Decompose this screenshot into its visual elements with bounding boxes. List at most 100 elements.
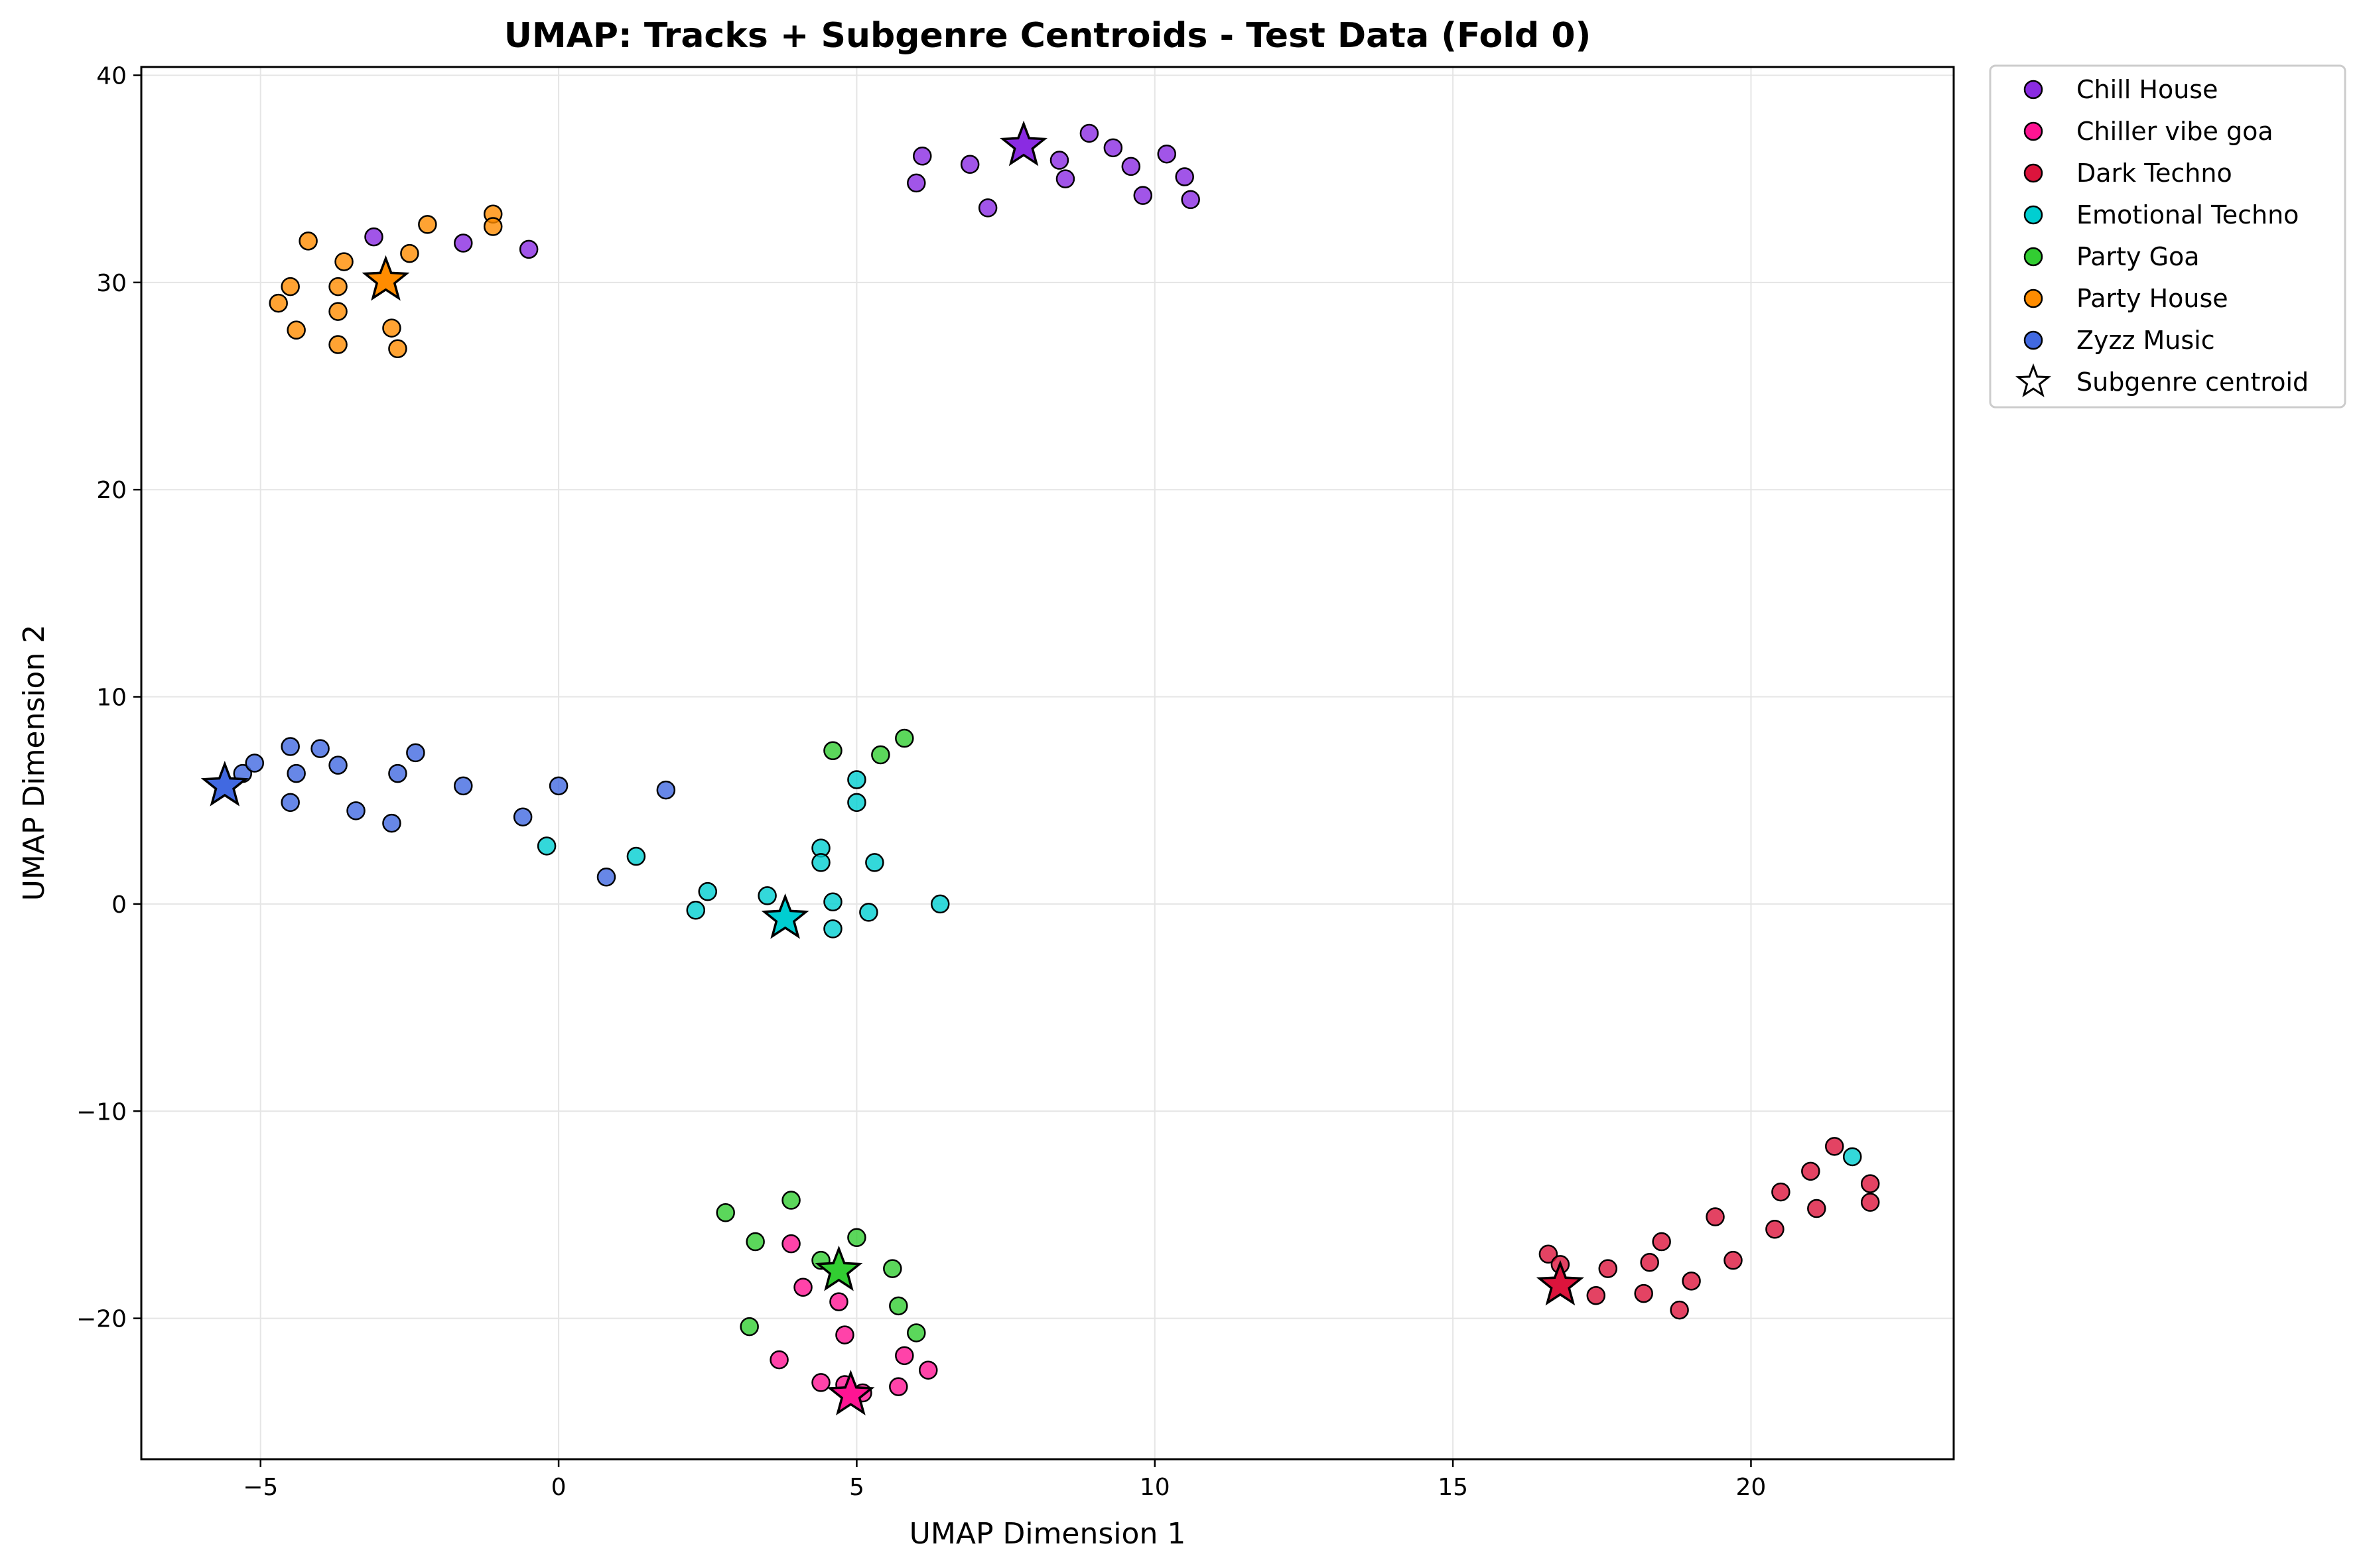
- data-point: [454, 233, 473, 253]
- data-point: [287, 763, 306, 783]
- data-point: [1801, 1161, 1820, 1181]
- data-point: [1049, 151, 1069, 170]
- data-point: [865, 853, 884, 872]
- data-point: [1640, 1253, 1659, 1272]
- data-point: [1175, 167, 1194, 186]
- data-point: [1079, 123, 1099, 143]
- data-point: [907, 173, 926, 193]
- data-point: [513, 807, 533, 826]
- data-point: [1538, 1244, 1558, 1264]
- data-point: [793, 1277, 813, 1297]
- data-point: [811, 853, 831, 872]
- data-point: [328, 335, 348, 354]
- data-point: [811, 1373, 831, 1392]
- legend-entry: Party Goa: [2076, 242, 2200, 271]
- data-point: [596, 868, 616, 887]
- centroid-star: [1536, 1260, 1584, 1306]
- y-tick-label: 10: [96, 685, 127, 712]
- data-point: [1807, 1199, 1826, 1218]
- x-tick-label: 10: [1140, 1474, 1170, 1501]
- data-point: [483, 217, 503, 236]
- data-point: [1706, 1207, 1725, 1226]
- data-point: [626, 846, 646, 866]
- data-point: [388, 763, 407, 783]
- data-point: [281, 737, 300, 756]
- data-point: [519, 239, 539, 259]
- data-point: [686, 901, 706, 920]
- data-point: [823, 892, 843, 912]
- data-points: [233, 123, 1880, 1403]
- data-point: [1055, 169, 1075, 188]
- data-point: [382, 813, 401, 833]
- data-point: [859, 903, 878, 922]
- gridlines: [141, 67, 1954, 1459]
- data-point: [746, 1232, 765, 1252]
- data-point: [346, 801, 366, 820]
- legend-entry: Emotional Techno: [2076, 200, 2299, 229]
- data-point: [328, 277, 348, 296]
- legend-entry-centroid: Subgenre centroid: [2076, 367, 2309, 397]
- data-point: [871, 745, 890, 765]
- legend-marker: [2023, 80, 2043, 99]
- data-point: [781, 1234, 801, 1254]
- data-point: [1586, 1285, 1606, 1305]
- data-point: [716, 1203, 735, 1222]
- legend-marker: [2023, 247, 2043, 267]
- legend: Chill House Chiller vibe goa Dark Techno Em…: [1989, 64, 2346, 409]
- centroid-star: [827, 1370, 875, 1415]
- data-point: [1842, 1147, 1862, 1167]
- data-point: [1103, 138, 1123, 158]
- data-point: [1652, 1232, 1671, 1252]
- data-point: [328, 755, 348, 775]
- data-point: [549, 776, 569, 796]
- data-point: [847, 793, 866, 813]
- legend-marker: [2023, 289, 2043, 308]
- data-point: [823, 919, 843, 939]
- legend-entry: Chiller vibe goa: [2076, 117, 2273, 146]
- x-axis-ticks: −5 0 5 10 15 20: [243, 1459, 1766, 1501]
- legend-marker: [2023, 205, 2043, 225]
- data-point: [883, 1259, 902, 1278]
- legend-marker: [2023, 121, 2043, 141]
- x-axis-label: UMAP Dimension 1: [910, 1517, 1186, 1551]
- data-point: [1682, 1272, 1701, 1291]
- data-point: [537, 836, 557, 856]
- data-point: [1825, 1137, 1844, 1156]
- data-point: [334, 252, 354, 271]
- centroid-star: [815, 1245, 863, 1291]
- data-point: [1765, 1220, 1785, 1239]
- legend-entry: Zyzz Music: [2076, 326, 2215, 355]
- y-axis-ticks: −20 −10 0 10 20 30 40: [76, 62, 141, 1333]
- data-point: [895, 728, 914, 748]
- data-point: [1133, 186, 1153, 205]
- y-tick-label: 0: [111, 891, 127, 919]
- data-point: [1771, 1182, 1790, 1202]
- y-tick-label: −20: [76, 1306, 127, 1333]
- data-point: [781, 1191, 801, 1210]
- data-point: [889, 1377, 908, 1396]
- data-point: [1860, 1174, 1880, 1193]
- legend-marker: [2023, 330, 2043, 350]
- data-point: [287, 320, 306, 340]
- centroid-star: [761, 893, 809, 939]
- centroid-star: [362, 255, 410, 301]
- data-point: [919, 1360, 938, 1380]
- data-point: [829, 1292, 848, 1311]
- data-point: [454, 776, 473, 796]
- y-tick-label: −10: [76, 1098, 127, 1126]
- data-point: [364, 227, 383, 247]
- data-point: [656, 780, 676, 800]
- plot-frame: [140, 66, 1955, 1461]
- data-point: [281, 793, 300, 813]
- data-point: [1860, 1193, 1880, 1212]
- data-point: [847, 1228, 866, 1248]
- data-point: [1157, 144, 1176, 164]
- legend-centroid-star: [2015, 363, 2051, 397]
- x-tick-label: −5: [243, 1474, 278, 1501]
- data-point: [960, 155, 980, 174]
- data-point: [907, 1323, 926, 1342]
- y-axis-label: UMAP Dimension 2: [17, 625, 51, 901]
- data-point: [269, 293, 288, 313]
- legend-entry: Party House: [2076, 284, 2228, 313]
